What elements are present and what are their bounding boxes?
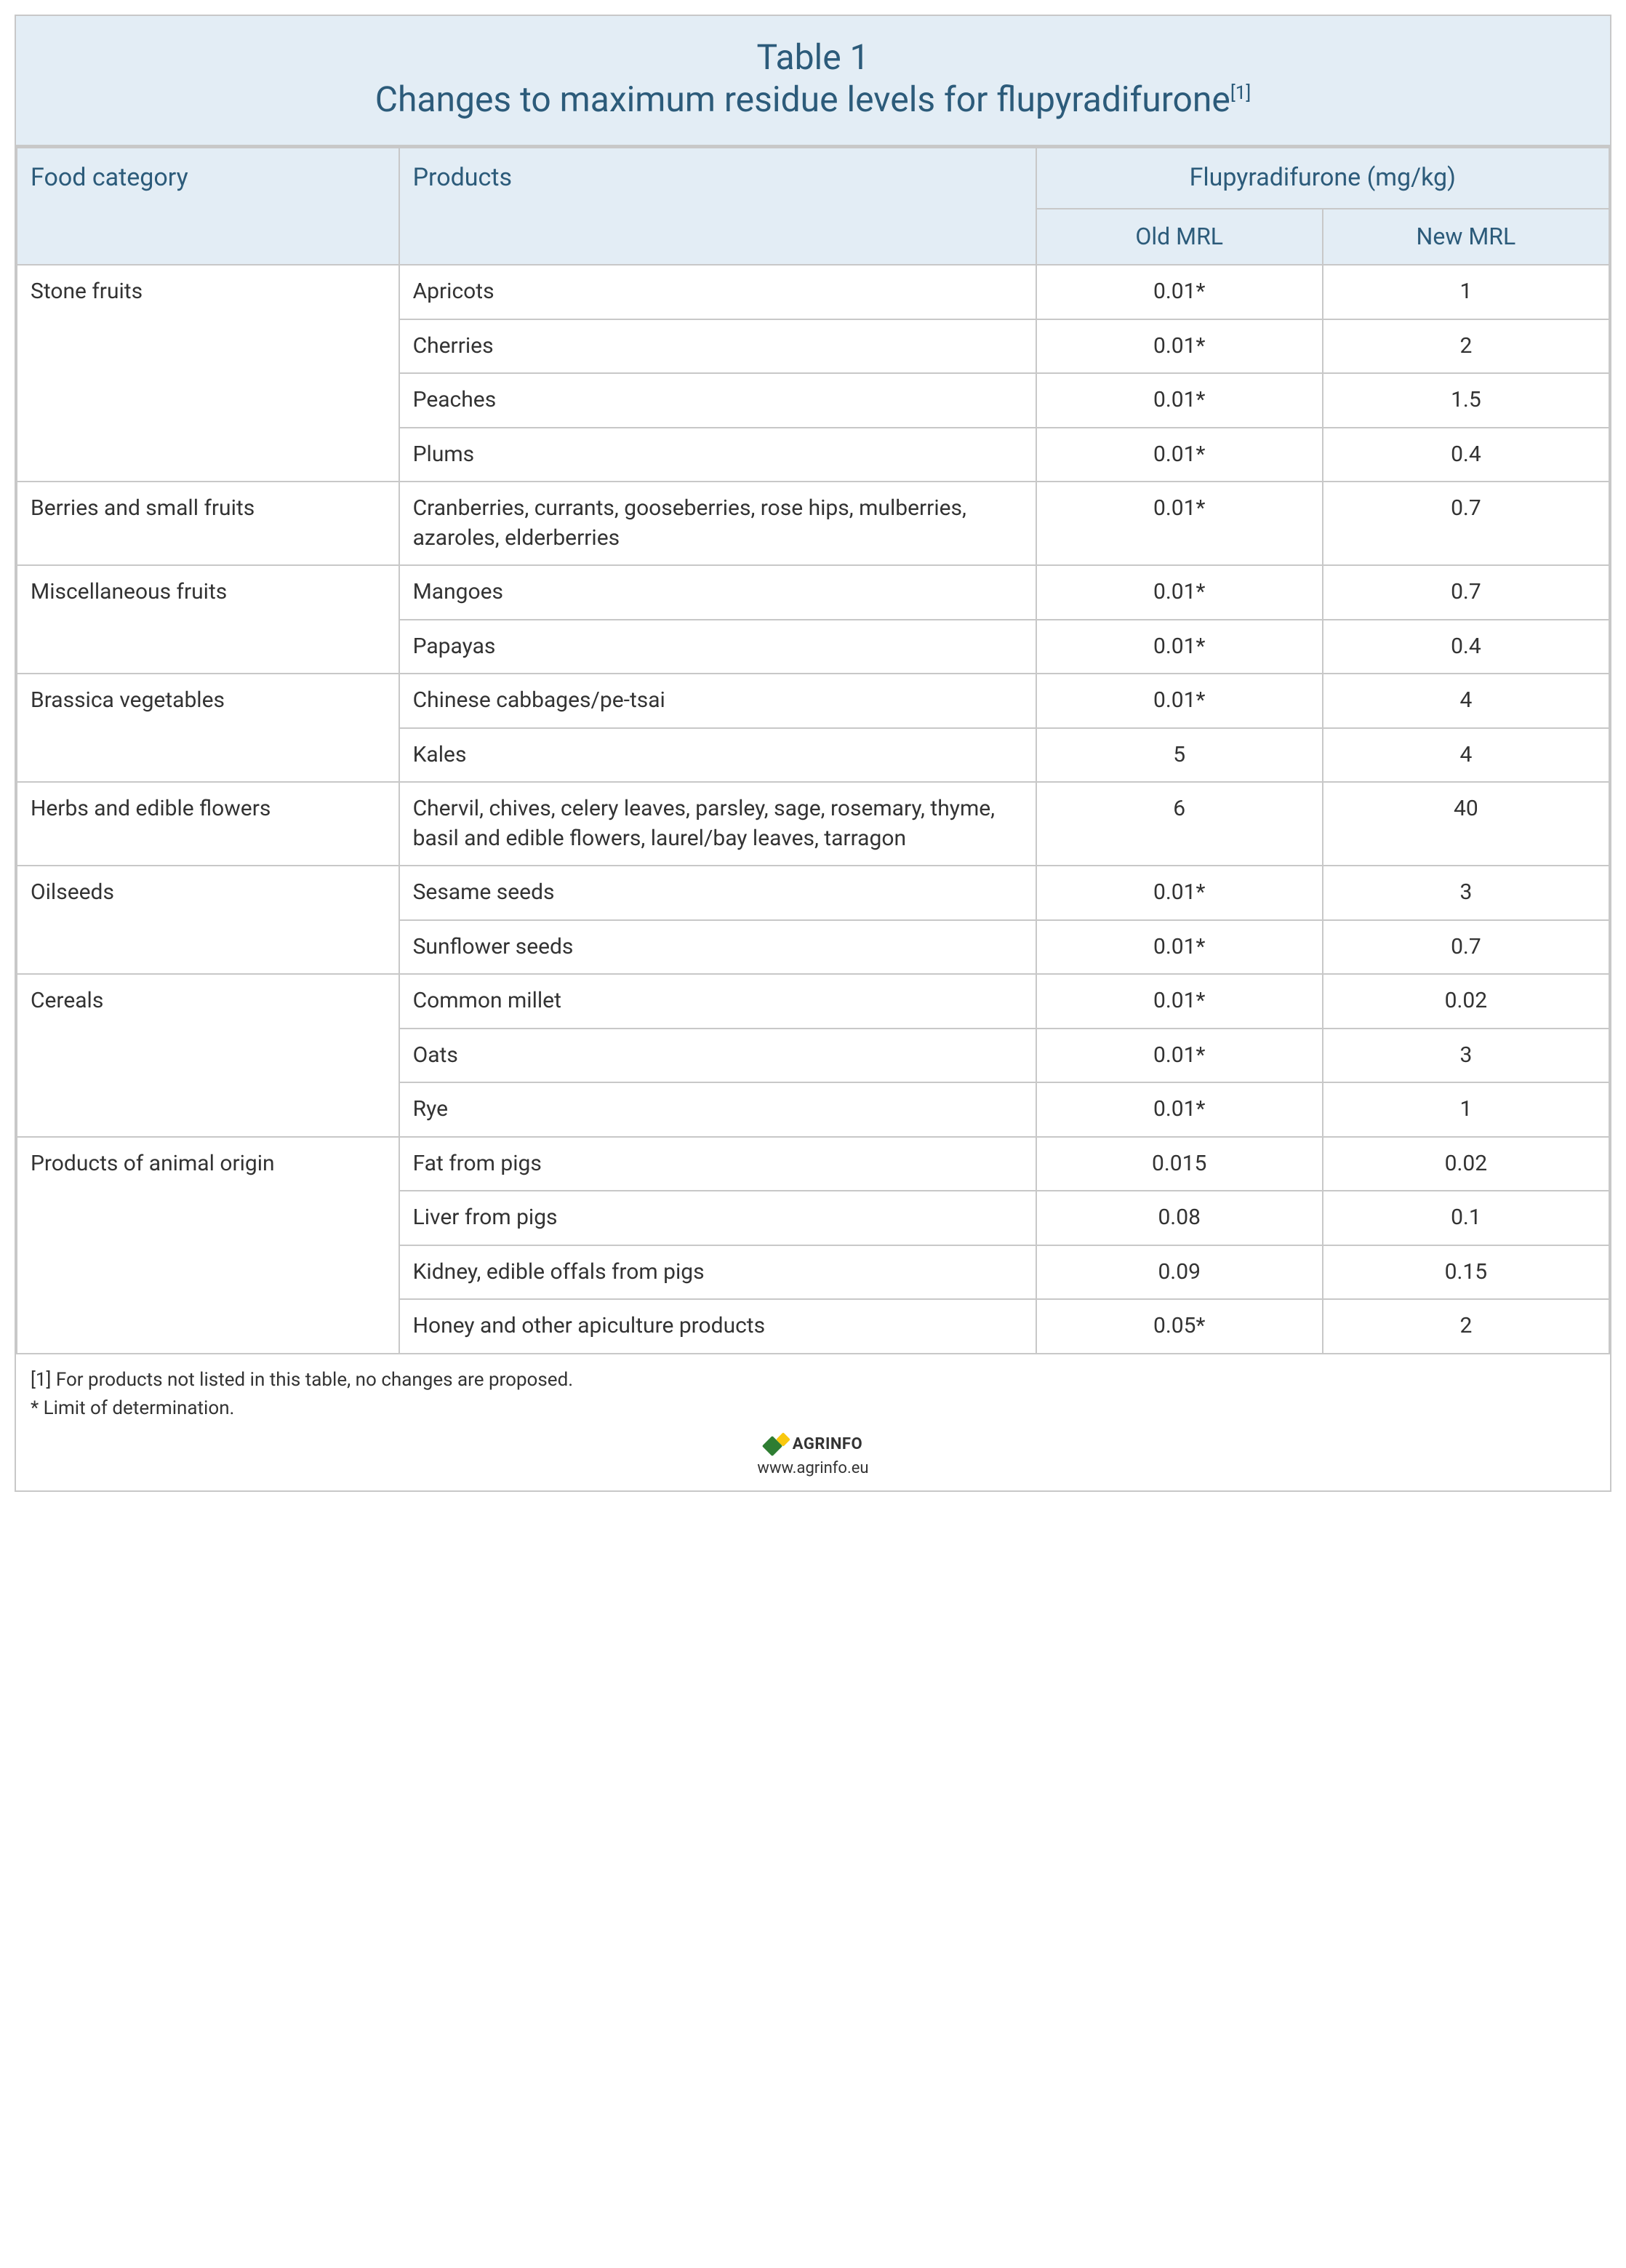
- old-mrl-cell: 5: [1036, 728, 1323, 783]
- new-mrl-cell: 4: [1323, 728, 1609, 783]
- new-mrl-cell: 0.4: [1323, 620, 1609, 674]
- product-cell: Oats: [399, 1029, 1036, 1083]
- old-mrl-cell: 6: [1036, 782, 1323, 866]
- new-mrl-cell: 0.15: [1323, 1245, 1609, 1300]
- old-mrl-cell: 0.01*: [1036, 974, 1323, 1029]
- new-mrl-cell: 0.7: [1323, 565, 1609, 620]
- product-cell: Cranberries, currants, gooseberries, ros…: [399, 482, 1036, 565]
- header-new-mrl: New MRL: [1323, 209, 1609, 265]
- new-mrl-cell: 2: [1323, 1299, 1609, 1354]
- old-mrl-cell: 0.015: [1036, 1137, 1323, 1191]
- product-cell: Rye: [399, 1082, 1036, 1137]
- new-mrl-cell: 1.5: [1323, 373, 1609, 428]
- old-mrl-cell: 0.01*: [1036, 620, 1323, 674]
- category-cell: Herbs and edible flowers: [17, 782, 399, 866]
- new-mrl-cell: 0.7: [1323, 920, 1609, 975]
- new-mrl-cell: 1: [1323, 1082, 1609, 1137]
- category-cell: Miscellaneous fruits: [17, 565, 399, 674]
- old-mrl-cell: 0.08: [1036, 1191, 1323, 1245]
- new-mrl-cell: 0.02: [1323, 974, 1609, 1029]
- product-cell: Sesame seeds: [399, 866, 1036, 920]
- old-mrl-cell: 0.01*: [1036, 1082, 1323, 1137]
- table-row: CerealsCommon millet0.01*0.02: [17, 974, 1609, 1029]
- header-products: Products: [399, 148, 1036, 265]
- old-mrl-cell: 0.01*: [1036, 674, 1323, 728]
- footnote-1: [1] For products not listed in this tabl…: [31, 1366, 1595, 1394]
- brand-row: AGRINFO: [764, 1434, 862, 1455]
- old-mrl-cell: 0.01*: [1036, 1029, 1323, 1083]
- old-mrl-cell: 0.09: [1036, 1245, 1323, 1300]
- product-cell: Chinese cabbages/pe-tsai: [399, 674, 1036, 728]
- new-mrl-cell: 0.7: [1323, 482, 1609, 565]
- new-mrl-cell: 2: [1323, 319, 1609, 374]
- category-cell: Stone fruits: [17, 265, 399, 482]
- table-row: Miscellaneous fruitsMangoes0.01*0.7: [17, 565, 1609, 620]
- product-cell: Honey and other apiculture products: [399, 1299, 1036, 1354]
- product-cell: Fat from pigs: [399, 1137, 1036, 1191]
- new-mrl-cell: 1: [1323, 265, 1609, 319]
- category-cell: Products of animal origin: [17, 1137, 399, 1354]
- old-mrl-cell: 0.01*: [1036, 265, 1323, 319]
- product-cell: Liver from pigs: [399, 1191, 1036, 1245]
- table-body: Stone fruitsApricots0.01*1Cherries0.01*2…: [17, 265, 1609, 1354]
- table-row: OilseedsSesame seeds0.01*3: [17, 866, 1609, 920]
- category-cell: Oilseeds: [17, 866, 399, 974]
- product-cell: Plums: [399, 428, 1036, 482]
- old-mrl-cell: 0.01*: [1036, 920, 1323, 975]
- header-food-category: Food category: [17, 148, 399, 265]
- table-number: Table 1: [31, 36, 1595, 79]
- category-cell: Brassica vegetables: [17, 674, 399, 782]
- product-cell: Common millet: [399, 974, 1036, 1029]
- table-head: Food category Products Flupyradifurone (…: [17, 148, 1609, 265]
- category-cell: Berries and small fruits: [17, 482, 399, 565]
- product-cell: Cherries: [399, 319, 1036, 374]
- product-cell: Sunflower seeds: [399, 920, 1036, 975]
- old-mrl-cell: 0.01*: [1036, 428, 1323, 482]
- product-cell: Kales: [399, 728, 1036, 783]
- product-cell: Papayas: [399, 620, 1036, 674]
- old-mrl-cell: 0.01*: [1036, 565, 1323, 620]
- mrl-table: Food category Products Flupyradifurone (…: [16, 147, 1610, 1354]
- footnotes-block: [1] For products not listed in this tabl…: [16, 1354, 1610, 1432]
- category-cell: Cereals: [17, 974, 399, 1137]
- brand-name: AGRINFO: [793, 1435, 862, 1453]
- old-mrl-cell: 0.01*: [1036, 373, 1323, 428]
- product-cell: Peaches: [399, 373, 1036, 428]
- old-mrl-cell: 0.05*: [1036, 1299, 1323, 1354]
- brand-url: www.agrinfo.eu: [16, 1459, 1610, 1477]
- mrl-table-wrapper: Table 1 Changes to maximum residue level…: [15, 15, 1611, 1492]
- new-mrl-cell: 0.02: [1323, 1137, 1609, 1191]
- new-mrl-cell: 0.1: [1323, 1191, 1609, 1245]
- caption-footref: [1]: [1230, 82, 1251, 104]
- old-mrl-cell: 0.01*: [1036, 319, 1323, 374]
- table-row: Berries and small fruitsCranberries, cur…: [17, 482, 1609, 565]
- agrinfo-logo-icon: [764, 1434, 788, 1455]
- table-title-block: Table 1 Changes to maximum residue level…: [16, 16, 1610, 147]
- footnote-2: * Limit of determination.: [31, 1394, 1595, 1423]
- new-mrl-cell: 4: [1323, 674, 1609, 728]
- new-mrl-cell: 0.4: [1323, 428, 1609, 482]
- product-cell: Apricots: [399, 265, 1036, 319]
- product-cell: Kidney, edible offals from pigs: [399, 1245, 1036, 1300]
- old-mrl-cell: 0.01*: [1036, 866, 1323, 920]
- caption-text: Changes to maximum residue levels for fl…: [375, 79, 1230, 120]
- product-cell: Chervil, chives, celery leaves, parsley,…: [399, 782, 1036, 866]
- table-row: Stone fruitsApricots0.01*1: [17, 265, 1609, 319]
- header-substance: Flupyradifurone (mg/kg): [1036, 148, 1609, 209]
- table-row: Brassica vegetablesChinese cabbages/pe-t…: [17, 674, 1609, 728]
- product-cell: Mangoes: [399, 565, 1036, 620]
- new-mrl-cell: 3: [1323, 1029, 1609, 1083]
- table-row: Herbs and edible flowersChervil, chives,…: [17, 782, 1609, 866]
- header-old-mrl: Old MRL: [1036, 209, 1323, 265]
- footer-brand: AGRINFO www.agrinfo.eu: [16, 1432, 1610, 1490]
- old-mrl-cell: 0.01*: [1036, 482, 1323, 565]
- new-mrl-cell: 40: [1323, 782, 1609, 866]
- new-mrl-cell: 3: [1323, 866, 1609, 920]
- table-row: Products of animal originFat from pigs0.…: [17, 1137, 1609, 1191]
- table-caption: Changes to maximum residue levels for fl…: [31, 79, 1595, 121]
